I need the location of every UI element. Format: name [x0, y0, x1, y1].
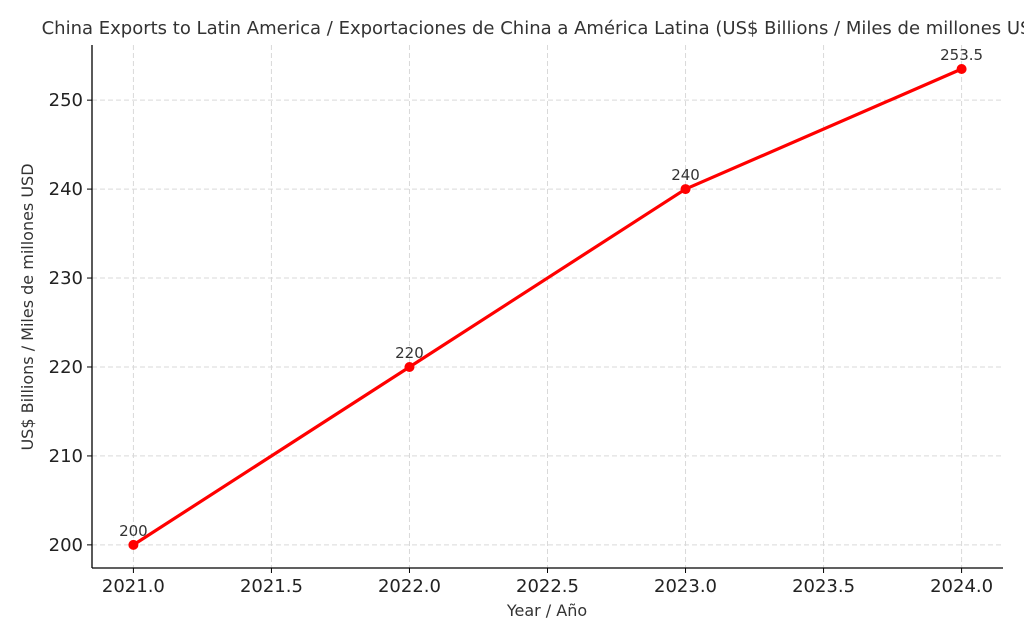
grid: [92, 45, 1003, 568]
x-tick-label: 2023.5: [792, 576, 855, 597]
data-label: 253.5: [940, 46, 983, 64]
data-point: [404, 361, 415, 372]
y-tick-label: 220: [49, 357, 83, 378]
series-line: [132, 67, 963, 547]
y-tick-label: 200: [49, 535, 83, 556]
data-label: 200: [119, 522, 148, 540]
x-tick-label: 2023.0: [654, 576, 717, 597]
series: 200 220 240 253.5: [119, 46, 983, 550]
x-axis-label: Year / Año: [506, 601, 587, 620]
y-tick-label: 240: [49, 179, 83, 200]
x-tick-label: 2022.0: [378, 576, 441, 597]
x-tick-label: 2024.0: [930, 576, 993, 597]
data-label: 220: [395, 344, 424, 362]
chart-title: China Exports to Latin America / Exporta…: [42, 18, 1024, 39]
y-tick-label: 230: [49, 268, 83, 289]
data-point: [128, 539, 139, 550]
data-point: [680, 184, 691, 195]
x-tick-label: 2021.5: [240, 576, 303, 597]
x-tick-label: 2021.0: [102, 576, 165, 597]
data-label: 240: [671, 166, 700, 184]
y-tick-label: 210: [49, 446, 83, 467]
data-point: [956, 64, 967, 75]
y-ticks: 200 210 220 230 240 250: [49, 90, 92, 556]
x-tick-label: 2022.5: [516, 576, 579, 597]
x-ticks: 2021.0 2021.5 2022.0 2022.5 2023.0 2023.5 2024…: [102, 568, 993, 597]
y-axis-label: US$ Billions / Miles de millones USD: [18, 163, 37, 450]
y-tick-label: 250: [49, 90, 83, 111]
